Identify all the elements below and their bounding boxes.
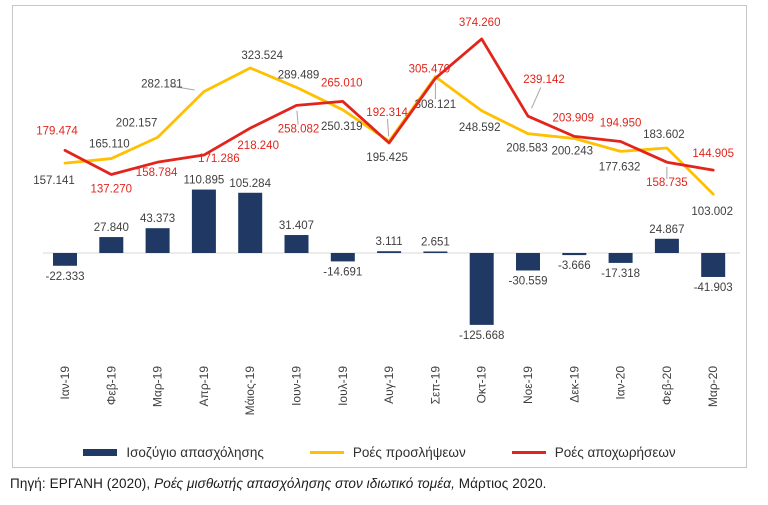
category-label-Οκτ-19: Οκτ-19 [475,366,489,404]
hiring-value-label: 208.583 [506,143,548,155]
exit-value-label: 194.950 [600,117,642,129]
bar-value-label: 110.895 [184,175,225,187]
exit-value-label: 265.010 [321,77,363,89]
exit-value-label: 158.784 [136,167,178,179]
bar-Δεκ-19 [562,253,587,256]
bar-value-label: -14.691 [323,266,362,278]
caption-suffix: Μάρτιος 2020. [454,476,547,491]
exit-value-label: 374.260 [459,17,501,29]
hiring-value-label: 282.181 [141,79,183,91]
label-leader-line [531,87,542,109]
category-label-Ιαν-20: Ιαν-20 [614,366,628,400]
caption-italic-title: Ροές μισθωτής απασχόλησης στον ιδιωτικό … [154,476,455,491]
hiring-value-label: 308.121 [415,99,457,111]
legend-item-employment-balance: Ισοζύγιο απασχόλησης [83,445,264,460]
label-leader-line [296,110,299,125]
category-label-Σεπ-19: Σεπ-19 [428,366,442,405]
bar-Σεπ-19 [423,251,448,253]
bar-value-label: 31.407 [279,220,314,232]
bar-Μάιος-19 [238,192,263,253]
exit-value-label: 171.286 [198,153,240,165]
exit-value-label: 158.735 [646,177,688,189]
category-label-Δεκ-19: Δεκ-19 [567,366,581,403]
bar-value-label: -17.318 [601,268,640,280]
bar-Απρ-19 [191,189,216,253]
bar-Οκτ-19 [469,253,494,325]
bar-value-label: -30.559 [508,275,547,287]
bar-value-label: -3.666 [558,260,591,272]
bar-Μαρ-20 [701,253,726,277]
caption-prefix: Πηγή: ΕΡΓΑΝΗ (2020), [10,476,155,491]
category-label-Μαρ-19: Μαρ-19 [151,366,165,407]
hiring-value-label: 195.425 [366,152,408,164]
category-label-Ιαν-19: Ιαν-19 [58,366,72,400]
category-label-Αυγ-19: Αυγ-19 [382,366,396,404]
bar-value-label: 105.284 [229,178,271,190]
category-label-Απρ-19: Απρ-19 [197,366,211,407]
hiring-value-label: 250.319 [321,121,363,133]
hiring-value-label: 200.243 [552,145,594,157]
bar-Φεβ-19 [99,237,124,253]
category-label-Φεβ-20: Φεβ-20 [660,366,674,405]
bar-Νοε-19 [516,253,540,271]
bar-value-label: 43.373 [140,213,175,225]
hiring-value-label: 183.602 [643,129,685,141]
category-label-Ιουλ-19: Ιουλ-19 [336,366,350,406]
source-caption: Πηγή: ΕΡΓΑΝΗ (2020), Ροές μισθωτής απασχ… [10,476,760,491]
bar-value-label: 24.867 [649,224,684,236]
hiring-value-label: 289.489 [278,69,320,81]
bar-value-label: -22.333 [45,271,84,283]
category-label-Ιουν-19: Ιουν-19 [290,366,304,406]
category-label-Μαρ-20: Μαρ-20 [706,366,720,407]
bar-value-label: 2.651 [421,236,450,248]
exit-value-label: 258.082 [278,123,320,135]
hiring-value-label: 157.141 [33,175,75,187]
chart-frame: -22.333 27.840 43.373 110.895 105.284 31.407 -… [12,5,747,468]
exit-flows-line [63,37,715,176]
exit-value-label: 203.909 [553,112,595,124]
bar-Φεβ-20 [654,238,679,253]
bar-value-label: -125.668 [459,330,504,342]
hiring-value-label: 248.592 [459,122,501,134]
bar-value-label: -41.903 [694,282,733,294]
hiring-value-label: 165.110 [89,139,130,151]
bar-value-label: 3.111 [376,236,403,248]
hiring-value-label: 103.002 [691,206,733,218]
bar-Ιαν-19 [53,253,77,266]
hiring-value-label: 202.157 [116,117,158,129]
bar-Ιουλ-19 [330,253,355,262]
bar-Ιουν-19 [284,235,309,253]
category-label-Μάιος-19: Μάιος-19 [243,366,257,416]
bar-Μαρ-19 [145,228,170,253]
hiring-line-swatch [309,451,344,454]
label-leader-line [387,118,390,137]
category-label-Φεβ-19: Φεβ-19 [104,366,118,405]
exit-value-label: 137.270 [91,183,133,195]
exit-value-label: 239.142 [523,74,565,86]
hiring-value-label: 323.524 [241,50,283,62]
exit-value-label: 192.314 [366,107,408,119]
exit-line-swatch [511,451,546,454]
legend-label-employment-balance: Ισοζύγιο απασχόλησης [126,445,264,460]
label-leader-line [170,85,195,91]
bar-Ιαν-20 [608,253,633,263]
hiring-value-label: 177.632 [599,161,641,173]
bar-value-label: 27.840 [94,222,129,234]
exit-value-label: 218.240 [237,140,279,152]
chart-legend: Ισοζύγιο απασχόλησης Ροές προσλήψεων Ροέ… [13,445,746,460]
legend-item-hiring-flows: Ροές προσλήψεων [309,445,466,460]
exit-value-label: 179.474 [36,125,78,137]
exit-value-label: 144.905 [692,148,734,160]
bar-series-swatch [83,449,118,456]
legend-item-exit-flows: Ροές αποχωρήσεων [511,445,676,460]
category-label-Νοε-19: Νοε-19 [521,366,535,404]
exit-value-label: 305.470 [409,63,451,75]
chart-plot-area: -22.333 27.840 43.373 110.895 105.284 31.407 -… [33,17,740,416]
bar-Αυγ-19 [377,251,402,253]
legend-label-hiring-flows: Ροές προσλήψεων [352,445,466,460]
legend-label-exit-flows: Ροές αποχωρήσεων [554,445,676,460]
